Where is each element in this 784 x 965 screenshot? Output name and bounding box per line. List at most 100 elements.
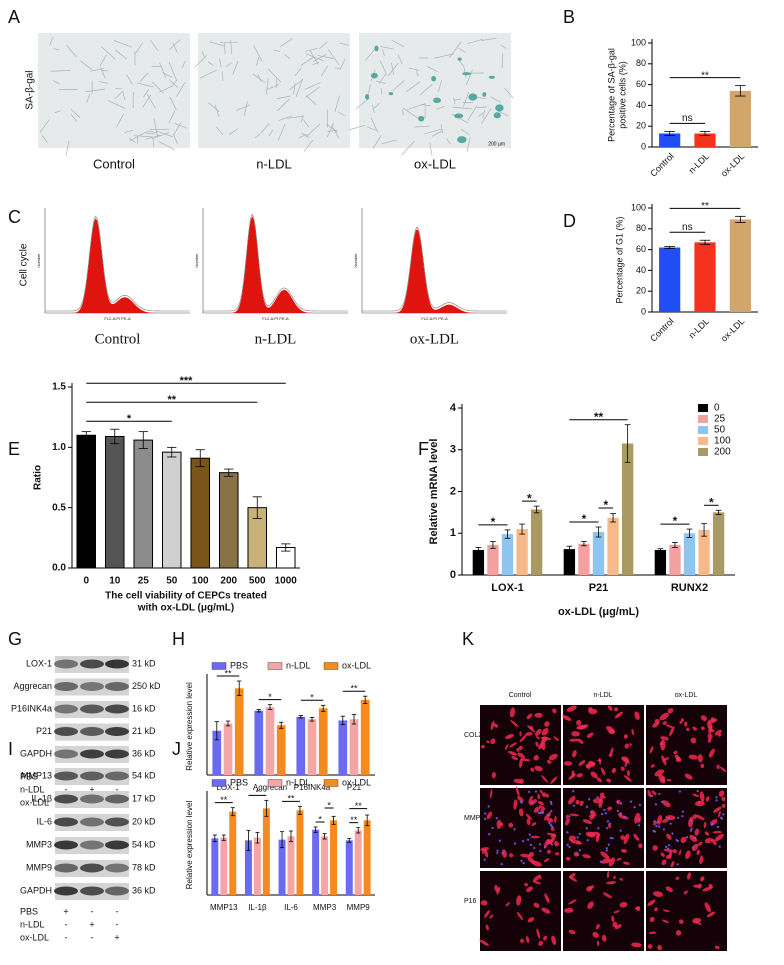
cell — [65, 140, 70, 156]
cell — [301, 132, 310, 139]
stained-cell — [592, 797, 603, 804]
stained-cell — [623, 775, 632, 782]
nucleus — [521, 840, 525, 843]
nucleus — [522, 862, 525, 865]
stained-cell — [510, 719, 519, 728]
size-label: 17 kD — [132, 793, 156, 803]
nucleus — [658, 792, 661, 796]
cell — [481, 37, 497, 41]
stained-cell — [484, 910, 490, 918]
size-label: 54 kD — [132, 839, 156, 849]
cell — [419, 84, 433, 96]
cell — [53, 48, 60, 51]
nucleus — [656, 820, 660, 823]
stained-cell — [569, 738, 579, 742]
stained-cell — [568, 929, 576, 935]
nucleus — [710, 823, 713, 826]
stained-cell — [550, 776, 558, 784]
scale-bar: 200 μm — [707, 941, 724, 947]
cell — [133, 135, 153, 138]
bar — [211, 838, 219, 895]
histogram-outline — [203, 213, 348, 312]
stained-cell — [370, 72, 378, 79]
stained-cell — [653, 891, 664, 897]
nucleus — [681, 810, 684, 813]
nucleus — [667, 816, 671, 819]
stained-cell — [457, 57, 462, 61]
stained-cell — [599, 796, 607, 799]
x-tick-label: Control — [648, 151, 676, 179]
stained-cell — [670, 861, 675, 868]
stained-cell — [536, 928, 541, 939]
x-tick-label: P16INK4a — [294, 783, 331, 792]
cell — [136, 82, 154, 88]
legend-swatch — [698, 415, 708, 423]
cell — [268, 129, 274, 137]
treatment-sign: - — [65, 919, 68, 929]
cell — [304, 82, 321, 90]
nucleus — [585, 827, 588, 830]
stained-cell — [489, 788, 493, 799]
bar — [296, 810, 304, 895]
protein-label: MMP9 — [26, 862, 52, 872]
stained-cell — [486, 740, 490, 744]
cell — [135, 42, 143, 54]
row-label: SA-β-gal — [25, 70, 36, 109]
nucleus — [638, 818, 641, 821]
row-label: COL2 — [464, 732, 482, 739]
significance-label: * — [582, 512, 587, 526]
stained-cell — [684, 773, 693, 780]
cell — [497, 110, 509, 117]
stained-cell — [694, 828, 699, 836]
nucleus — [550, 810, 553, 813]
stained-cell — [554, 815, 557, 823]
panel-letter: C — [8, 207, 21, 227]
stained-cell — [481, 744, 485, 749]
bar — [229, 811, 237, 895]
stained-cell — [568, 899, 577, 905]
cell — [70, 114, 78, 122]
cell — [194, 55, 208, 68]
nucleus — [578, 849, 581, 852]
stained-cell — [614, 924, 622, 930]
stained-cell — [666, 779, 672, 782]
bar — [654, 549, 667, 575]
nucleus — [619, 829, 622, 832]
treatment-label: n-LDL — [20, 784, 45, 794]
bar — [694, 242, 716, 312]
cell — [372, 104, 375, 113]
y-axis-title: Relative mRNA level — [428, 439, 440, 545]
stained-cell — [582, 819, 593, 825]
stained-cell — [547, 817, 553, 823]
cell — [338, 111, 346, 117]
cell — [481, 108, 492, 124]
x-tick-label: 50 — [166, 576, 178, 587]
y-axis-title: Percentage of G1 (%) — [614, 216, 624, 303]
column-header: ox-LDL — [675, 692, 698, 699]
nucleus — [676, 863, 679, 866]
bar — [516, 529, 528, 575]
stained-cell — [504, 744, 509, 750]
nucleus — [528, 833, 531, 836]
stained-cell — [569, 838, 575, 844]
cell — [454, 98, 461, 101]
treatment-label: PBS — [20, 906, 38, 916]
stained-cell — [636, 907, 641, 911]
stained-cell — [526, 713, 533, 720]
stained-cell — [611, 767, 617, 774]
legend-swatch — [267, 662, 283, 670]
size-label: 21 kD — [132, 726, 156, 736]
stained-cell — [697, 883, 702, 889]
stained-cell — [638, 843, 643, 849]
bar — [363, 820, 371, 895]
cell — [146, 132, 155, 135]
stained-cell — [578, 760, 586, 766]
y-axis-title: positive cells (%) — [617, 61, 627, 129]
nucleus — [534, 790, 538, 793]
stained-cell — [565, 856, 571, 861]
scale-bar: 200 μm — [488, 141, 505, 147]
stained-cell — [659, 712, 669, 721]
stained-cell — [660, 736, 669, 741]
stained-cell — [697, 754, 703, 763]
cell — [504, 87, 514, 99]
